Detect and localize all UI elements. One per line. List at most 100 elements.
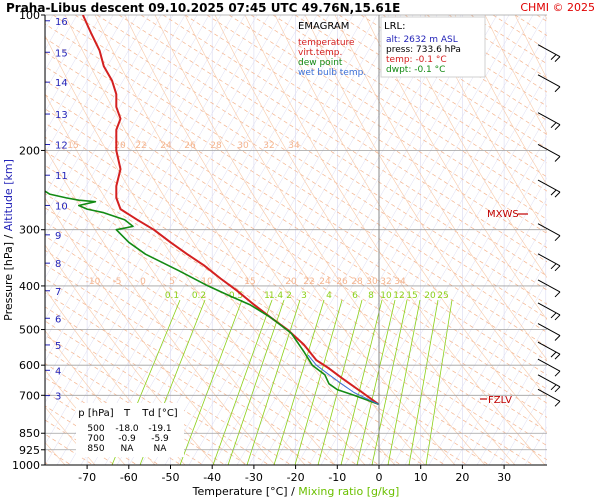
adiabat-label: 28	[351, 277, 363, 287]
isotherm-line	[476, 343, 547, 465]
lrl-temp: temp: -0.1 °C	[386, 55, 447, 65]
isotherm-line	[368, 156, 547, 465]
table-header-td: Td [°C]	[141, 408, 178, 419]
wind-barb-flag	[554, 156, 561, 162]
altitude-tick-label: 9	[55, 231, 61, 242]
isotherm-line	[45, 15, 234, 341]
isotherm-line	[308, 52, 547, 465]
temperature-tick-label: -70	[78, 471, 96, 484]
isotherm-line	[236, 15, 498, 465]
dry-adiabat-line	[45, 377, 182, 465]
upper-adiabat-label: 20	[114, 141, 126, 151]
table-cell: -5.9	[151, 434, 169, 444]
table-cell: 500	[87, 424, 104, 434]
wind-barb-staff	[537, 112, 561, 126]
dry-adiabat-line	[581, 15, 600, 465]
mixing-ratio-label: 2	[286, 291, 292, 301]
dry-adiabat-line	[52, 15, 547, 333]
mixing-ratio-label: 6	[352, 291, 358, 301]
mixing-ratio-line	[340, 299, 383, 465]
lrl-press: press: 733.6 hPa	[386, 45, 461, 55]
legend-item-virt-temp: virt.temp.	[298, 48, 342, 58]
dry-adiabat-line	[45, 249, 380, 465]
isotherm-line	[45, 15, 246, 362]
altitude-tick-label: 16	[55, 17, 68, 28]
mixing-ratio-label: 1	[264, 291, 270, 301]
legend-item-temperature: temperature	[298, 38, 355, 48]
wind-barb	[537, 144, 561, 162]
wind-barb-flag	[554, 386, 561, 393]
wind-barb-staff	[537, 74, 561, 88]
dry-adiabat-line	[45, 334, 248, 465]
table-cell: NA	[154, 444, 168, 454]
dry-adiabat-line	[45, 348, 226, 465]
isotherm-line	[464, 322, 547, 465]
moist-adiabat-line	[244, 15, 546, 465]
altitude-tick-label: 5	[55, 341, 61, 352]
wind-barb	[537, 44, 561, 62]
wind-barb-staff	[537, 279, 561, 293]
copyright-text: CHMI © 2025	[520, 1, 595, 14]
isotherm-line	[45, 15, 150, 196]
moist-adiabat-line	[64, 15, 366, 465]
fzlv-label: FZLV	[488, 395, 512, 406]
level-table-background	[76, 403, 184, 457]
adiabat-label: 22	[303, 277, 314, 287]
upper-adiabat-label: 15	[67, 141, 78, 151]
upper-adiabat-label: 28	[210, 141, 222, 151]
upper-adiabat-label: 22	[135, 141, 146, 151]
wind-barb-flag	[554, 314, 561, 321]
mixing-ratio-label: 12	[393, 291, 404, 301]
moist-adiabat-line	[575, 15, 600, 465]
adiabat-label: 5	[169, 277, 175, 287]
svg-text:Pressure [hPa] / Altitude [km]: Pressure [hPa] / Altitude [km]	[2, 159, 15, 321]
wind-barbs	[537, 44, 561, 407]
altitude-tick-label: 7	[55, 287, 61, 298]
pressure-tick-label: 850	[19, 427, 40, 440]
upper-adiabat-label: 24	[160, 141, 172, 151]
dry-adiabat-line	[162, 15, 547, 263]
mixing-ratio-line	[356, 299, 396, 465]
x-axis-title-temp: Temperature [°C]	[192, 485, 288, 498]
altitude-tick-label: 13	[55, 110, 68, 121]
adiabat-label: -10	[86, 277, 101, 287]
dry-adiabat-line	[45, 51, 547, 376]
isotherm-line	[200, 15, 462, 465]
isotherm-line	[488, 364, 547, 465]
wind-barb-staff	[537, 323, 561, 336]
temperature-tick-label: 10	[414, 471, 428, 484]
wind-barb-staff	[537, 144, 561, 157]
isotherm-line	[45, 15, 222, 321]
altitude-tick-label: 14	[55, 78, 68, 89]
mixing-ratio-line	[246, 299, 301, 465]
wind-barb-flag	[554, 191, 561, 198]
isotherm-line	[452, 301, 547, 465]
mixing-ratio-line	[294, 299, 343, 465]
wind-barb-staff	[537, 374, 561, 388]
moist-adiabat-line	[154, 15, 456, 465]
altitude-tick-label: 15	[55, 48, 68, 59]
table-cell: 700	[87, 434, 104, 444]
wind-barb	[537, 374, 561, 393]
lrl-title: LRL:	[384, 21, 405, 32]
isotherm-line	[45, 15, 198, 279]
table-cell: -18.0	[115, 424, 139, 434]
wind-barb-flag	[554, 56, 561, 62]
isotherm-line	[45, 15, 102, 113]
altitude-tick-label: 4	[55, 366, 61, 377]
pressure-tick-label: 1000	[12, 459, 40, 472]
wind-barb-staff	[537, 223, 561, 237]
temperature-tick-label: -20	[287, 471, 305, 484]
isotherm-line	[45, 15, 90, 92]
adiabat-label: 32	[380, 277, 391, 287]
isotherm-line	[56, 15, 318, 465]
mixing-ratio-line	[227, 299, 285, 465]
fzlv-marker: FZLV	[480, 395, 512, 406]
wind-barb-staff	[537, 341, 561, 355]
wind-barb-flag	[550, 263, 557, 270]
dry-adiabat-line	[45, 207, 446, 465]
sounding-series	[45, 15, 380, 406]
adiabat-label: 26	[336, 277, 348, 287]
